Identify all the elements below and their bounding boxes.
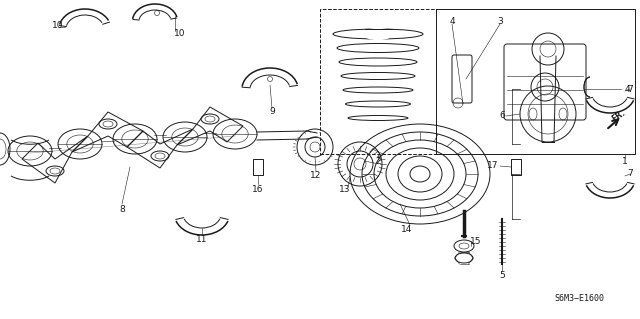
Bar — [320, 9, 436, 154]
Text: 10: 10 — [52, 21, 64, 31]
Text: 10: 10 — [174, 28, 186, 38]
Text: 1: 1 — [622, 158, 628, 167]
Text: 16: 16 — [252, 184, 264, 194]
FancyArrowPatch shape — [328, 158, 329, 159]
FancyArrowPatch shape — [328, 135, 329, 136]
Text: 2: 2 — [375, 158, 381, 167]
Text: 4: 4 — [624, 85, 630, 93]
Text: 15: 15 — [470, 236, 482, 246]
FancyArrowPatch shape — [331, 137, 332, 138]
Text: 7: 7 — [627, 85, 633, 93]
FancyArrowPatch shape — [301, 158, 302, 159]
FancyArrowPatch shape — [301, 135, 302, 136]
FancyArrowPatch shape — [295, 140, 297, 141]
Text: 11: 11 — [196, 234, 208, 243]
Text: FR.: FR. — [610, 108, 627, 124]
Text: S6M3−E1600: S6M3−E1600 — [554, 294, 604, 303]
Bar — [436, 9, 635, 154]
Text: 9: 9 — [269, 108, 275, 116]
Text: 5: 5 — [499, 271, 505, 279]
Text: 17: 17 — [487, 161, 499, 170]
Bar — [253, 159, 263, 175]
Text: 12: 12 — [310, 170, 322, 180]
Text: 7: 7 — [627, 169, 633, 179]
Text: 6: 6 — [499, 112, 505, 121]
FancyArrowPatch shape — [298, 137, 300, 138]
Text: 3: 3 — [497, 17, 503, 26]
Text: 13: 13 — [339, 184, 351, 194]
Text: 14: 14 — [401, 225, 413, 234]
FancyArrowPatch shape — [333, 140, 335, 141]
Text: 8: 8 — [119, 204, 125, 213]
Bar — [511, 159, 521, 175]
Text: 4: 4 — [449, 17, 455, 26]
